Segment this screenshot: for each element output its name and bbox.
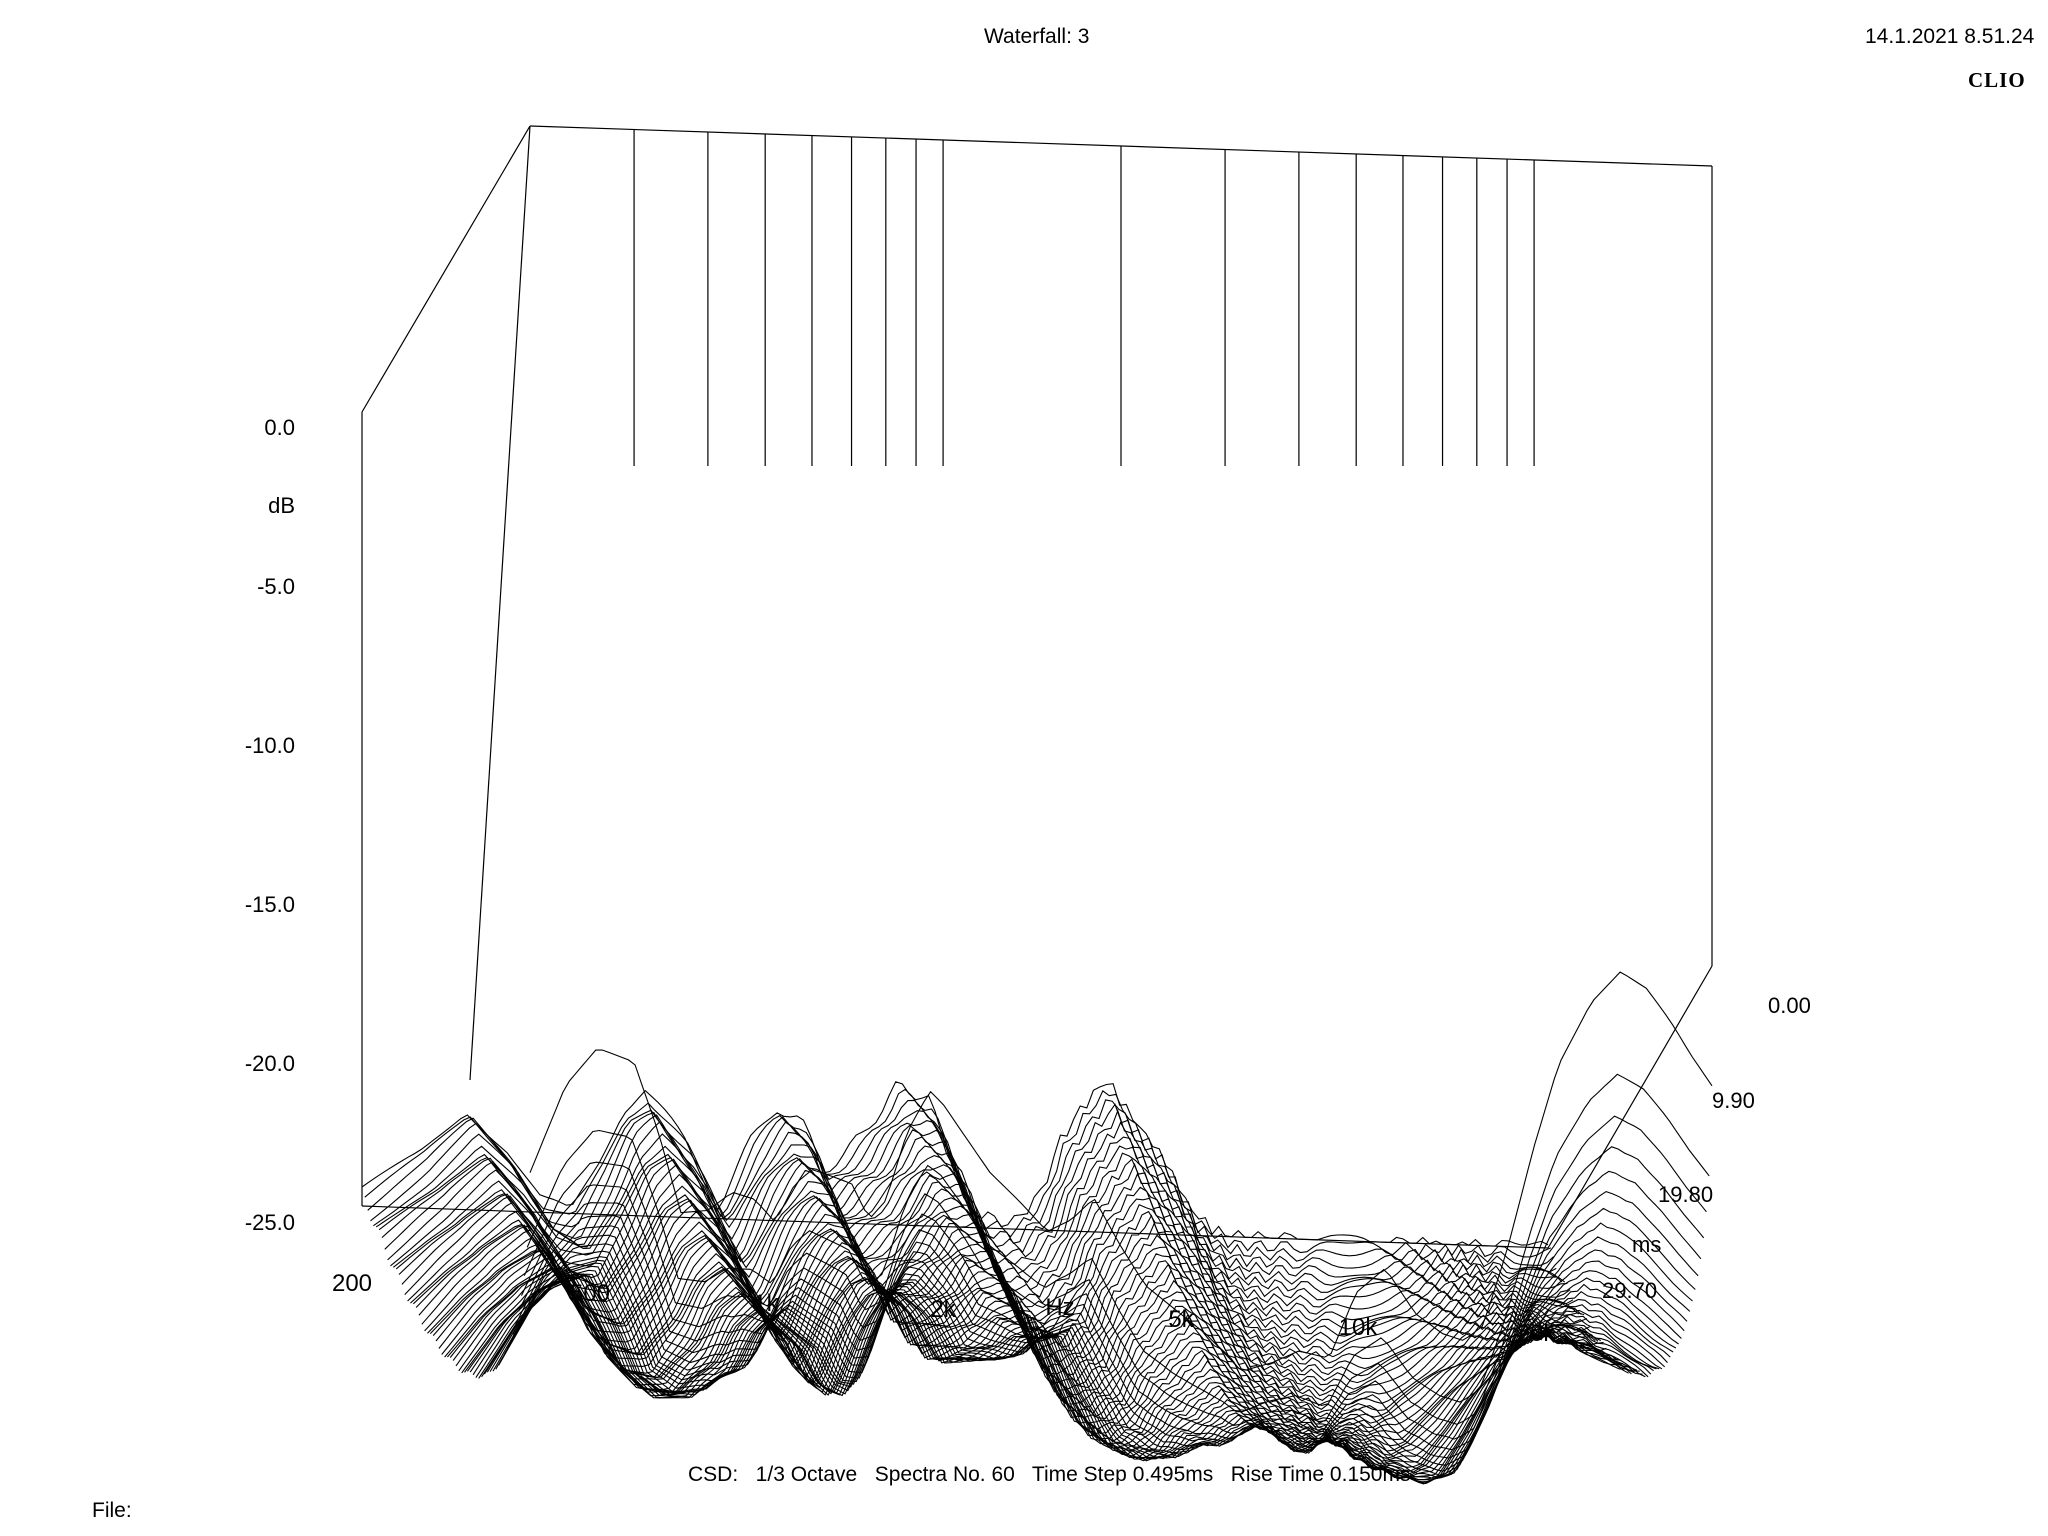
- z-tick-label: 19.80: [1658, 1182, 1714, 1207]
- plot-frame: [361, 125, 1713, 1249]
- x-tick-label: 5k: [1168, 1306, 1194, 1333]
- spectrum-slice: [495, 1262, 1679, 1483]
- spectrum-slice: [501, 1256, 1685, 1480]
- spectrum-slice: [483, 1275, 1668, 1481]
- spectrum-slice: [446, 1262, 1632, 1442]
- spectra-slices: [361, 971, 1713, 1485]
- spectrum-slice: [529, 971, 1713, 1371]
- y-tick-label: -20.0: [244, 1051, 295, 1076]
- csd-settings-line: CSD: 1/3 Octave Spectra No. 60 Time Step…: [688, 1463, 1411, 1486]
- front-base-edge: [361, 1205, 1549, 1249]
- spectrum-slice: [461, 1269, 1646, 1462]
- spectrum-slice: [367, 1099, 1554, 1266]
- y-axis-title: dB: [268, 493, 295, 518]
- spectrum-slice: [364, 1088, 1552, 1258]
- back-left-edge: [469, 125, 531, 1081]
- x-tick-label: 200: [331, 1270, 373, 1297]
- timestamp: 14.1.2021 8.51.24: [1865, 25, 2035, 48]
- y-tick-label: -15.0: [244, 892, 295, 917]
- spectrum-slice: [384, 1145, 1571, 1308]
- x-axis-title: Hz: [1045, 1294, 1075, 1321]
- top-left-edge: [361, 125, 531, 413]
- spectrum-slice: [410, 1203, 1596, 1370]
- spectrum-slice: [478, 1273, 1663, 1478]
- spectrum-slice: [401, 1188, 1588, 1351]
- spectrum-slice: [373, 1109, 1560, 1279]
- z-tick-label: 29.70: [1602, 1278, 1658, 1303]
- x-tick-label: 2k: [930, 1296, 956, 1323]
- z-tick-label: 0.00: [1768, 993, 1811, 1018]
- x-tick-label: 20k: [1516, 1320, 1556, 1347]
- y-tick-label: -25.0: [244, 1210, 295, 1235]
- spectrum-slice: [370, 1103, 1557, 1273]
- spectrum-slice: [361, 1081, 1549, 1247]
- x-tick-label: 500: [569, 1280, 611, 1307]
- spectrum-slice: [418, 1224, 1604, 1390]
- z-axis-title: ms: [1632, 1232, 1662, 1257]
- x-tick-label: 10k: [1338, 1314, 1378, 1341]
- x-tick-label: 1k: [753, 1290, 779, 1317]
- chart-title: Waterfall: 3: [984, 25, 1090, 48]
- clio-logo: CLIO: [1968, 68, 2026, 92]
- spectrum-slice: [466, 1276, 1652, 1468]
- y-tick-label: -10.0: [244, 733, 295, 758]
- file-label: File:: [92, 1499, 132, 1522]
- y-tick-label: -5.0: [257, 574, 295, 599]
- spectrum-slice: [381, 1136, 1568, 1301]
- spectrum-slice: [444, 1256, 1629, 1437]
- y-tick-label: 0.0: [264, 415, 295, 440]
- z-tick-label: 9.90: [1712, 1088, 1755, 1113]
- spectrum-slice: [464, 1273, 1649, 1464]
